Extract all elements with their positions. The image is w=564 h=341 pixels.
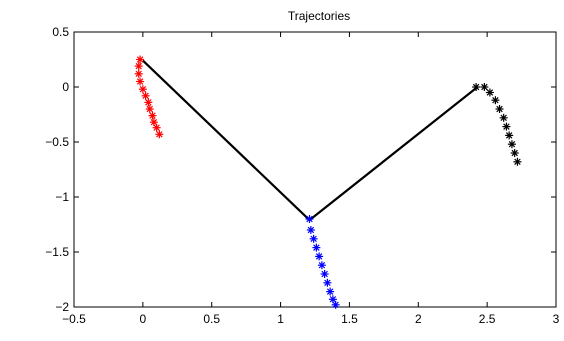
- y-tick-label-3: −0.5: [45, 135, 69, 149]
- x-tick-label-7: 3: [553, 312, 560, 326]
- series-3-marker-1: [480, 83, 489, 91]
- y-tick-label-4: 0: [62, 80, 69, 94]
- series-2-marker-6: [320, 270, 329, 278]
- series-1-marker-10: [152, 123, 161, 132]
- series-3-marker-2: [485, 88, 494, 97]
- star-stroke-3: [145, 99, 152, 106]
- star-stroke-3: [329, 296, 337, 303]
- star-stroke-3: [492, 96, 499, 104]
- series-2-marker-8: [326, 287, 335, 296]
- series-1-marker-8: [148, 111, 157, 120]
- tick-labels: −0.5 0 0.5 1 1.5 2 2.5 3 −2 −1.5 −1 −0.5 0 0.5: [45, 25, 559, 326]
- star-stroke-3: [136, 56, 144, 63]
- star-stroke-3: [136, 78, 144, 85]
- y-tick-label-1: −1.5: [45, 245, 69, 259]
- y-tick-label-0: −2: [55, 300, 69, 314]
- series-1-marker-0: [136, 55, 145, 64]
- star-stroke-3: [332, 301, 339, 309]
- x-tick-label-4: 1.5: [341, 312, 358, 326]
- plot-area: [73, 31, 557, 309]
- series-1-marker-6: [144, 98, 153, 107]
- series-2-marker-10: [331, 300, 340, 309]
- series-2-marker-2: [309, 234, 318, 243]
- star-stroke-3: [313, 244, 320, 251]
- star-stroke-3: [142, 92, 149, 100]
- series-3-marker-3: [491, 96, 500, 105]
- star-stroke-3: [514, 158, 521, 166]
- series-1-marker-7: [145, 105, 154, 113]
- star-stroke-3: [135, 70, 142, 78]
- star-stroke-3: [149, 112, 156, 119]
- x-tick-label-3: 1: [277, 312, 284, 326]
- star-stroke-3: [139, 85, 147, 93]
- star-stroke-3: [472, 83, 480, 91]
- series-3-marker-5: [499, 113, 508, 122]
- series-3-marker-0: [472, 83, 481, 91]
- plot-frame: [73, 31, 557, 308]
- star-stroke-3: [318, 261, 326, 269]
- star-stroke-3: [505, 132, 513, 139]
- star-stroke-3: [326, 288, 334, 295]
- series-2-marker-7: [323, 278, 332, 287]
- star-stroke-3: [146, 105, 153, 113]
- series-2-marker-5: [317, 261, 326, 270]
- series-1-marker-1: [134, 62, 143, 71]
- series-3-marker-8: [507, 140, 516, 149]
- series-2-marker-1: [306, 226, 315, 234]
- y-tick-label-5: 0.5: [52, 25, 69, 39]
- star-stroke-3: [135, 62, 142, 70]
- y-tick-label-2: −1: [55, 190, 69, 204]
- series-1-marker-5: [141, 91, 150, 100]
- star-stroke-3: [156, 131, 163, 138]
- star-stroke-3: [310, 235, 317, 243]
- x-tick-label-0: −0.5: [62, 312, 86, 326]
- star-stroke-3: [511, 149, 518, 157]
- star-stroke-3: [496, 105, 503, 113]
- star-stroke-3: [500, 114, 507, 122]
- series-1-marker-2: [134, 69, 143, 78]
- star-stroke-3: [153, 124, 160, 131]
- star-stroke-3: [321, 270, 328, 278]
- series-1-marker-4: [138, 85, 147, 94]
- x-tick-label-1: 0: [140, 312, 147, 326]
- star-stroke-3: [324, 279, 331, 287]
- star-stroke-3: [315, 253, 323, 260]
- star-stroke-3: [508, 140, 516, 148]
- star-stroke-3: [307, 226, 315, 234]
- star-stroke-3: [481, 83, 488, 91]
- series-1-marker-11: [155, 130, 164, 139]
- axis-ticks: [73, 31, 557, 308]
- series-3-marker-6: [502, 122, 511, 131]
- x-tick-label-6: 2.5: [479, 312, 496, 326]
- x-tick-label-2: 0.5: [203, 312, 220, 326]
- x-tick-label-5: 2: [415, 312, 422, 326]
- star-stroke-3: [306, 215, 313, 223]
- chart-title: Trajectories: [288, 9, 350, 23]
- series-2-marker-4: [315, 252, 324, 261]
- star-stroke-3: [150, 118, 158, 126]
- series-2-marker-0: [305, 215, 314, 223]
- series-3-marker-9: [510, 149, 519, 157]
- series-1-marker-3: [136, 77, 145, 86]
- star-stroke-3: [503, 123, 510, 130]
- series-3-marker-7: [505, 131, 514, 140]
- series-3-marker-4: [495, 105, 504, 113]
- series-2-marker-3: [312, 243, 321, 252]
- star-stroke-3: [486, 89, 494, 96]
- series-3-marker-10: [513, 157, 522, 166]
